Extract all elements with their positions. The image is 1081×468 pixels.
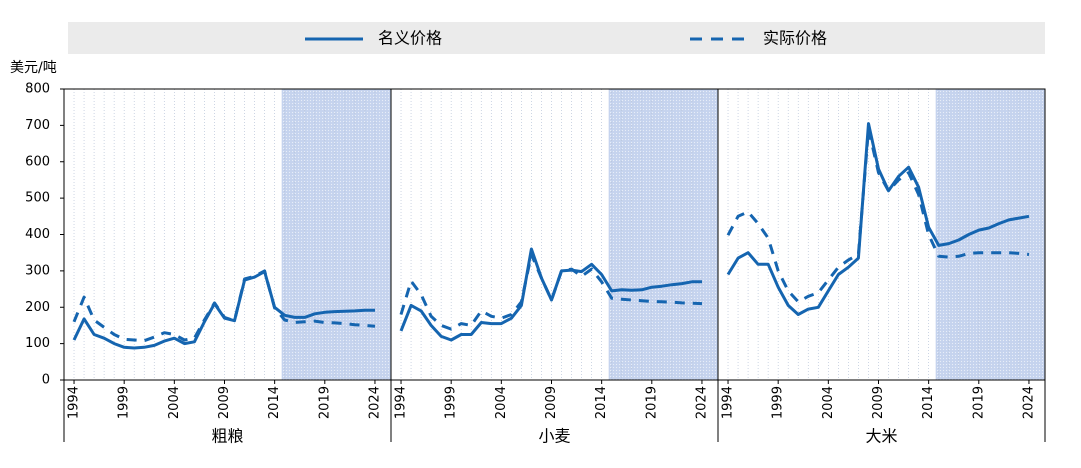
- y-tick-label: 300: [25, 263, 50, 278]
- series-line: [399, 247, 702, 342]
- x-tick-label: 2024: [1021, 386, 1036, 419]
- projection-dots: [281, 89, 391, 380]
- panel-frame: [717, 88, 1046, 381]
- panel-title: 粗粮: [211, 427, 243, 446]
- y-tick-label: 400: [25, 227, 50, 242]
- x-tick-label: 2014: [921, 386, 936, 419]
- y-tick-label: 100: [25, 336, 50, 351]
- x-tick-label: 2019: [644, 386, 659, 419]
- x-tick-label: 2004: [494, 386, 509, 419]
- y-tick-label: 600: [25, 154, 50, 169]
- x-tick-label: 2019: [317, 386, 332, 419]
- x-tick-label: 1994: [67, 386, 82, 419]
- x-tick-label: 2009: [871, 386, 886, 419]
- x-tick-label: 2009: [544, 386, 559, 419]
- series-line: [399, 253, 703, 331]
- x-tick-label: 2014: [267, 386, 282, 419]
- y-tick-label: 700: [25, 118, 50, 133]
- x-tick-label: 2024: [694, 386, 709, 419]
- x-tick-label: 1999: [444, 386, 459, 419]
- x-tick-label: 1999: [117, 386, 132, 419]
- legend-label: 实际价格: [763, 29, 827, 48]
- x-tick-label: 2019: [971, 386, 986, 419]
- projection-dots: [935, 89, 1045, 380]
- series-line: [72, 269, 376, 343]
- panel-title: 大米: [865, 427, 897, 446]
- x-tick-label: 2024: [367, 386, 382, 419]
- x-tick-label: 2004: [167, 386, 182, 419]
- series-line: [726, 127, 1030, 304]
- y-tick-label: 0: [42, 373, 50, 388]
- x-tick-label: 1999: [771, 386, 786, 419]
- y-tick-label: 200: [25, 300, 50, 315]
- x-tick-label: 1994: [721, 386, 736, 419]
- panel-title: 小麦: [538, 427, 570, 446]
- projection-dots: [608, 89, 718, 380]
- legend-box: [68, 22, 1045, 54]
- y-tick-label: 500: [25, 191, 50, 206]
- legend-label: 名义价格: [378, 29, 442, 48]
- y-axis-label: 美元/吨: [10, 60, 57, 76]
- x-tick-label: 1994: [394, 386, 409, 419]
- x-tick-label: 2014: [594, 386, 609, 419]
- y-tick-label: 800: [25, 82, 50, 97]
- x-tick-label: 2004: [821, 386, 836, 419]
- x-tick-label: 2009: [217, 386, 232, 419]
